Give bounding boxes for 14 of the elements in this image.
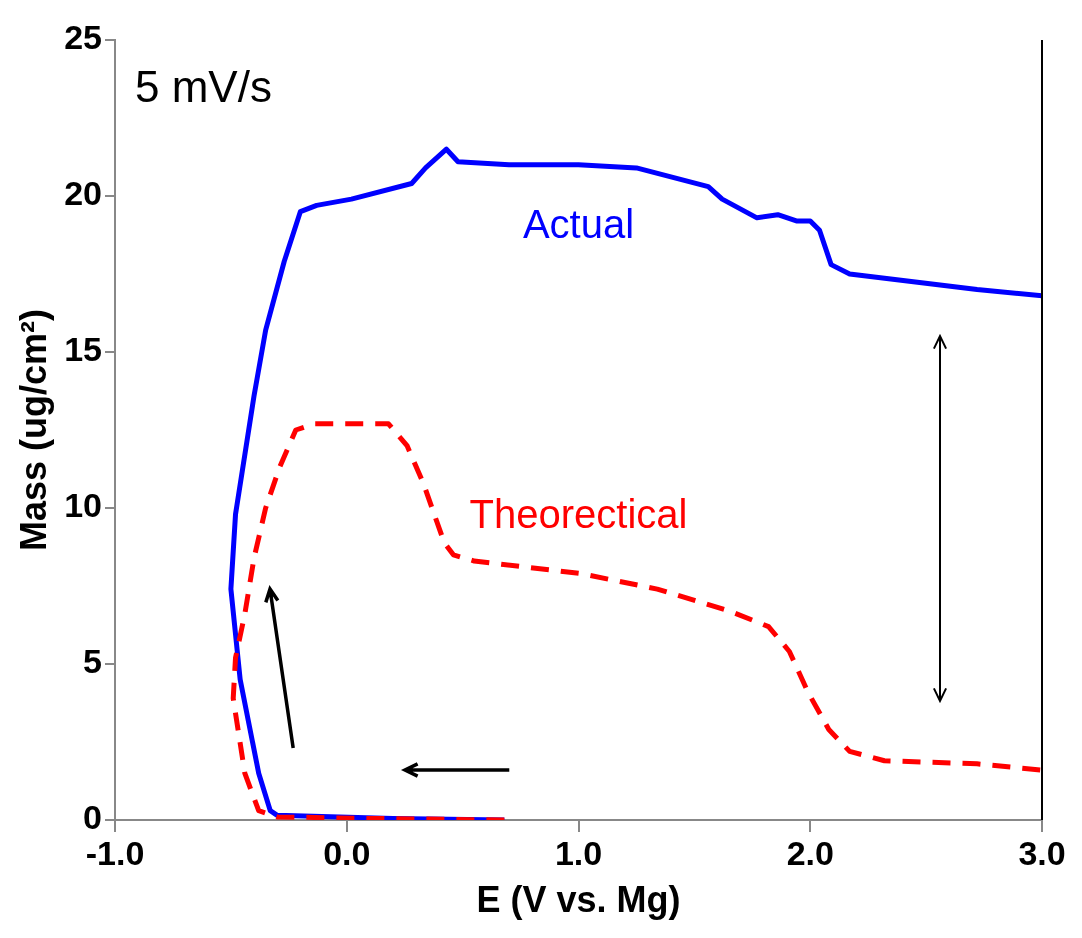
x-axis-title: E (V vs. Mg) (476, 879, 681, 921)
y-tick-label: 20 (64, 174, 103, 213)
series-label: Actual (522, 202, 635, 247)
y-tick-label: 5 (83, 642, 103, 681)
series-label: Theorectical (469, 492, 688, 537)
x-tick-label: 0.0 (323, 833, 371, 872)
y-tick-label: 25 (64, 18, 103, 57)
x-tick-label: 2.0 (786, 833, 834, 872)
x-tick-label: 1.0 (554, 833, 603, 872)
x-tick-label: 3.0 (1018, 833, 1066, 872)
y-axis-title: Mass (ug/cm²) (12, 308, 54, 552)
annotation: 5 mV/s (135, 62, 272, 112)
y-tick-label: 10 (64, 486, 103, 525)
y-tick-label: 15 (64, 330, 103, 369)
